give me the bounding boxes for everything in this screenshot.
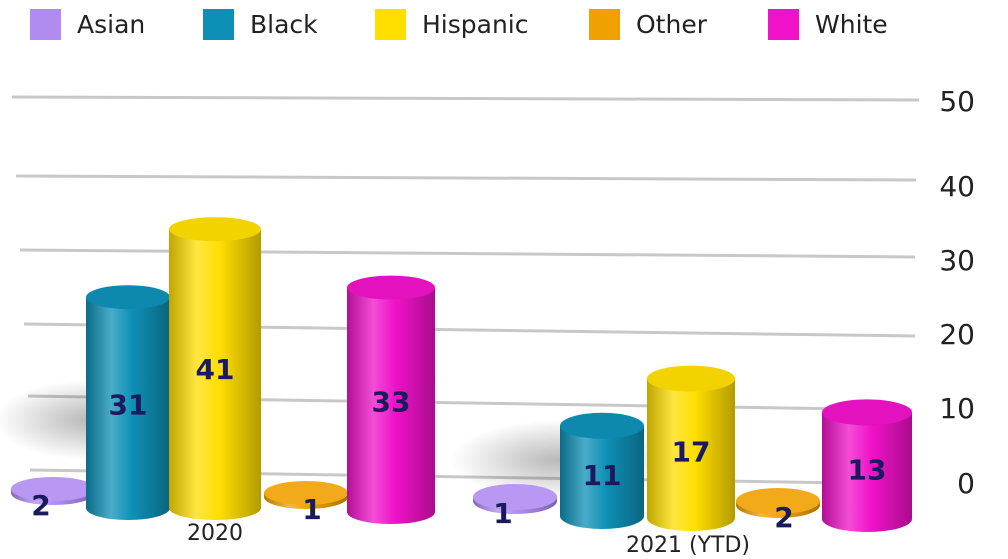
legend-label-hispanic: Hispanic — [422, 9, 529, 39]
bar-asian-2021-ytd — [473, 484, 557, 514]
bar-asian-2021-ytd-top — [473, 484, 557, 510]
bar-white-2021-ytd-body — [822, 412, 912, 532]
gridline — [11, 95, 920, 102]
bar-black-2021-ytd — [560, 412, 644, 529]
data-label-asian-2021-ytd: 1 — [493, 497, 512, 530]
legend-item-white: White — [768, 7, 888, 41]
bar-white-2021-ytd — [822, 399, 912, 532]
bar-hispanic-2021-ytd — [647, 365, 735, 531]
y-tick-label: 40 — [939, 170, 975, 203]
bar-other-2021-ytd-top — [736, 488, 820, 514]
category-labels: 2020 2021 (YTD) — [187, 521, 750, 558]
data-label-other-2020: 1 — [302, 493, 321, 526]
category-label-2020: 2020 — [187, 521, 243, 546]
bar-white-2020 — [347, 275, 435, 524]
data-label-black-2021-ytd: 11 — [583, 459, 622, 492]
bar-black-2021-ytd-top — [560, 412, 644, 439]
bar-white-2021-ytd-top — [822, 399, 912, 426]
bar-other-2021-ytd — [736, 488, 820, 518]
legend-item-asian: Asian — [30, 7, 145, 41]
bar-hispanic-2020-top — [169, 217, 261, 242]
legend-swatch-asian — [30, 8, 61, 40]
legend-label-asian: Asian — [77, 9, 146, 39]
bar-other-2020 — [264, 481, 348, 509]
legend-swatch-hispanic — [375, 8, 406, 40]
legend-label-white: White — [815, 9, 888, 39]
bar-black-2021-ytd-body — [560, 425, 644, 529]
bar-black-2020-body — [86, 297, 170, 520]
legend-swatch-black — [203, 8, 234, 40]
data-label-white-2020: 33 — [372, 385, 411, 418]
legend-item-black: Black — [203, 7, 318, 41]
data-label-hispanic-2020: 41 — [196, 353, 235, 386]
bar-white-2020-body — [347, 287, 435, 524]
y-tick-label: 0 — [957, 467, 975, 500]
data-label-white-2021-ytd: 13 — [848, 454, 887, 487]
category-label-2021-ytd: 2021 (YTD) — [626, 533, 750, 558]
bar-hispanic-2021-ytd-top — [647, 365, 735, 392]
legend-item-other: Other — [589, 7, 707, 41]
data-label-hispanic-2021-ytd: 17 — [672, 436, 711, 469]
legend-label-other: Other — [636, 9, 707, 39]
legend-swatch-white — [768, 8, 799, 40]
y-tick-label: 10 — [939, 392, 975, 425]
bar-hispanic-2020 — [169, 217, 261, 520]
bar-asian-2020 — [11, 477, 95, 505]
bar-hispanic-2020-body — [169, 229, 261, 520]
legend-swatch-other — [589, 8, 620, 40]
bar-hispanic-2021-ytd-body — [647, 378, 735, 531]
gridline — [15, 174, 917, 182]
bar-other-2020-top — [264, 481, 348, 505]
gridline — [19, 248, 916, 259]
chart-legend: Asian Black Hispanic Other White — [0, 0, 1008, 50]
data-label-asian-2020: 2 — [31, 489, 50, 522]
y-tick-label: 20 — [939, 318, 975, 351]
bar-asian-2020-top — [11, 477, 95, 501]
y-tick-label: 50 — [939, 85, 975, 118]
data-label-other-2021-ytd: 2 — [774, 501, 793, 534]
y-axis-ticks: 0 10 20 30 40 50 — [939, 85, 975, 500]
bar-black-2020 — [86, 285, 170, 520]
y-tick-label: 30 — [939, 244, 975, 277]
bar-black-2020-top — [86, 285, 170, 310]
data-label-black-2020: 31 — [109, 388, 148, 421]
legend-item-hispanic: Hispanic — [375, 7, 529, 41]
bars — [11, 217, 912, 532]
bar-white-2020-top — [347, 275, 435, 300]
legend-label-black: Black — [250, 9, 318, 39]
